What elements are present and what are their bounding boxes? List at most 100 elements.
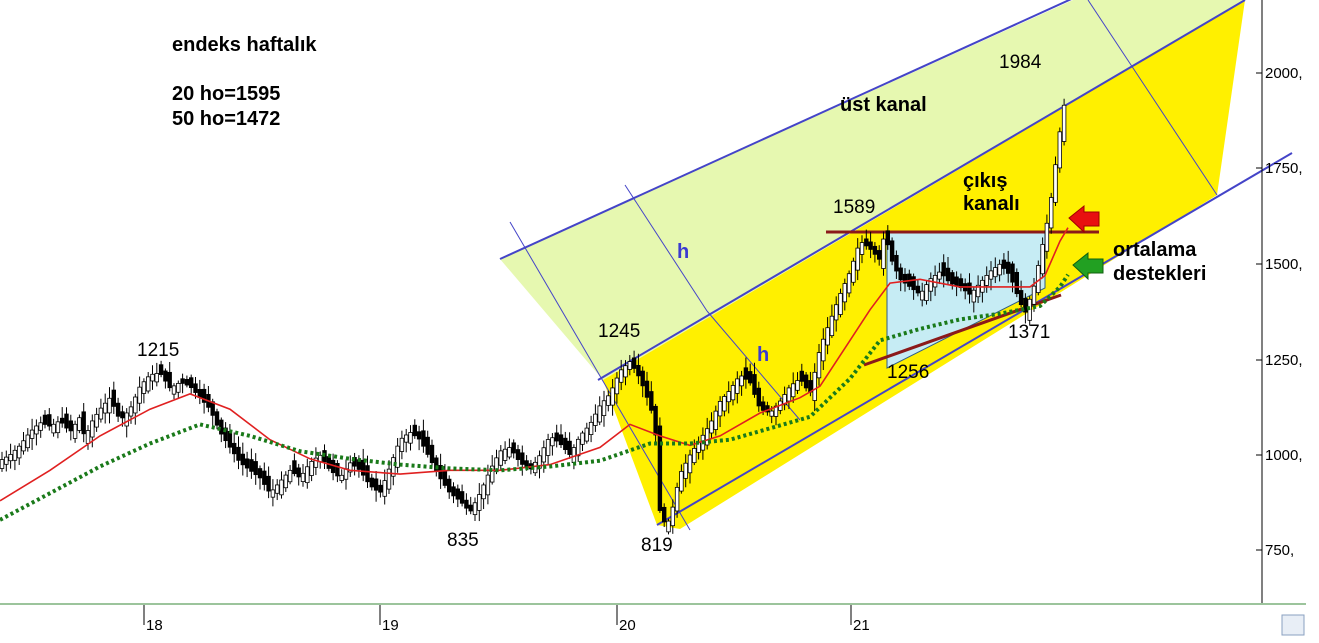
candle-body	[799, 370, 804, 382]
candle-body	[653, 405, 658, 436]
candle-body	[713, 410, 718, 430]
candle-body	[580, 432, 585, 445]
candle-body	[399, 437, 405, 452]
candle-body	[859, 242, 865, 255]
candle-body	[1057, 131, 1062, 169]
candle-body	[223, 427, 228, 442]
candle-body	[769, 410, 774, 417]
candle-body	[55, 421, 61, 434]
candle-body	[408, 432, 413, 444]
candle-body	[726, 391, 731, 403]
candle-body	[864, 238, 869, 247]
candle-body	[184, 379, 190, 386]
candle-body	[507, 447, 512, 458]
candle-body	[124, 412, 129, 427]
ma20-line	[0, 227, 1069, 502]
candle-body	[300, 472, 306, 482]
candle-body	[666, 520, 671, 533]
candle-body	[77, 417, 82, 431]
candle-body	[296, 467, 301, 478]
candle-body	[429, 444, 435, 464]
candle-body	[924, 284, 929, 301]
candle-body	[369, 477, 374, 488]
candle-body	[920, 290, 925, 301]
candle-body	[997, 263, 1002, 276]
candle-body	[90, 420, 95, 438]
candle-body	[115, 402, 121, 417]
candle-body	[915, 285, 921, 294]
candle-body	[180, 378, 185, 384]
candle-body	[335, 463, 340, 477]
candle-body	[107, 397, 112, 414]
candle-body	[791, 383, 796, 398]
candle-body	[0, 459, 5, 469]
candle-body	[657, 425, 663, 511]
candle-body	[120, 411, 125, 419]
candle-body	[145, 376, 151, 392]
price-label: 819	[641, 535, 673, 556]
candle-body	[834, 304, 839, 321]
candle-body	[1061, 104, 1067, 142]
candle-body	[472, 502, 478, 516]
candle-body	[150, 373, 155, 382]
candle-body	[687, 454, 693, 474]
y-tick-label: 750,	[1265, 542, 1294, 559]
candle-body	[489, 465, 495, 483]
candle-body	[1044, 222, 1050, 252]
candle-body	[360, 459, 366, 476]
candle-body	[459, 491, 465, 504]
candle-body	[313, 457, 319, 468]
candle-body	[236, 446, 241, 461]
candle-body	[305, 466, 310, 484]
candle-body	[1014, 271, 1019, 295]
candle-body	[885, 230, 890, 246]
price-label: 1589	[833, 197, 875, 218]
scroll-corner-button[interactable]	[1281, 614, 1305, 636]
candle-body	[855, 247, 860, 271]
candle-body	[954, 276, 959, 287]
x-tick-label: 19	[382, 617, 399, 634]
channel-width-line-2	[1087, 0, 1218, 196]
candle-body	[928, 278, 933, 292]
green-arrow-icon	[1072, 251, 1104, 281]
price-label: 1245	[598, 321, 640, 342]
candle-body	[739, 375, 744, 387]
candle-body	[365, 465, 370, 483]
candle-body	[214, 411, 220, 426]
candle-body	[1018, 290, 1024, 306]
candle-body	[722, 396, 727, 412]
x-tick-label: 21	[853, 617, 870, 634]
candle-body	[717, 401, 723, 417]
candle-body	[601, 400, 607, 417]
candle-body	[197, 389, 202, 398]
candle-body	[188, 377, 194, 389]
candle-body	[421, 430, 426, 447]
candle-body	[201, 388, 207, 403]
candle-body	[975, 284, 981, 298]
candle-body	[163, 370, 168, 382]
candle-body	[154, 373, 159, 383]
height-marker-1	[624, 184, 708, 312]
candle-body	[816, 352, 822, 379]
candle-body	[244, 458, 250, 469]
candle-body	[257, 468, 263, 479]
x-tick-label: 18	[146, 617, 163, 634]
candle-body	[171, 385, 177, 395]
candle-body	[967, 282, 972, 295]
candle-body	[502, 448, 508, 461]
y-ticks: 2000, 1750, 1500, 1250, 1000, 750,	[1256, 65, 1303, 559]
candle-body	[451, 486, 456, 497]
candle-body	[705, 428, 710, 446]
candle-body	[240, 453, 245, 466]
candle-body	[38, 422, 43, 431]
candle-body	[614, 377, 620, 395]
candle-body	[176, 382, 181, 393]
candle-body	[709, 420, 714, 434]
candle-body	[619, 369, 624, 383]
candle-body	[782, 394, 787, 406]
candle-body	[446, 478, 452, 493]
lower-channel-line	[656, 152, 1293, 526]
x-ticks: 18 19 20 21	[143, 605, 870, 634]
candle-body	[786, 387, 792, 402]
